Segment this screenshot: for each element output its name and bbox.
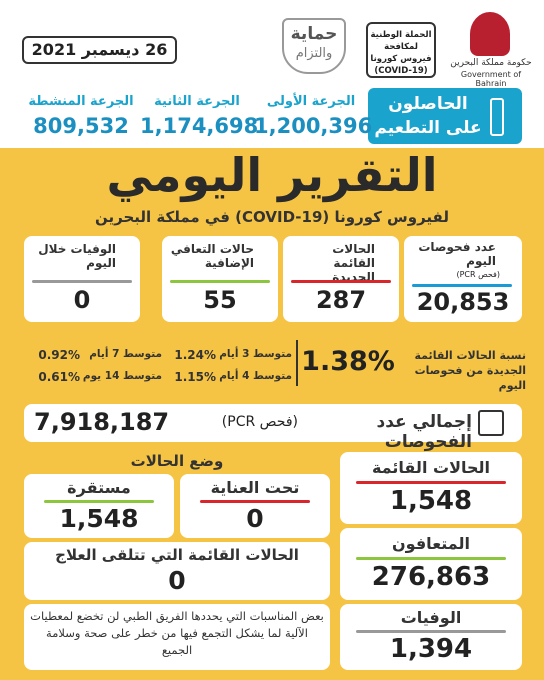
report-subtitle: لفيروس كورونا (COVID-19) في مملكة البحري… [95,208,449,226]
card-underline [170,280,270,283]
average-value: 1.15% [174,370,216,384]
divider [296,340,298,386]
cumulative-value: 276,863 [371,562,491,592]
campaign-badge: الحملة الوطنية لمكافحة فيروس كورونا (COV… [366,22,436,78]
cumulative-label: المتعافون [392,534,470,553]
ratio-value: 1.38% [301,346,395,377]
average-value: 0.61% [38,370,80,384]
card-underline [44,500,154,503]
report-date: 26 ديسمبر 2021 [22,36,177,64]
cumulative-label: الوفيات [400,608,462,627]
dose-label: الجرعة الثانية [154,94,240,109]
status-title: وضع الحالات [130,452,224,470]
status-value: 1,548 [59,504,139,533]
government-english: Government of Bahrain [460,70,522,88]
card [162,236,278,322]
status-card [24,474,174,538]
note-text: بعض المناسبات التي يحددها الفريق الطبي ل… [30,609,324,657]
total-tests-value: 7,918,187 [34,408,170,436]
cumulative-card [340,604,522,670]
card [283,236,399,322]
card-underline [412,284,512,287]
note-box [24,604,330,670]
card-underline [356,557,506,560]
shield-logo [282,18,346,74]
card-value: 20,853 [416,288,510,316]
treatment-value: 0 [168,566,186,595]
government-emblem [470,12,510,56]
vaccinated-title: الحاصلون على التطعيم [374,94,482,138]
card-value: 287 [315,286,367,314]
card-label: الحالات القائمة الجديدة [332,242,375,284]
card-underline [356,481,506,484]
cumulative-label: الحالات القائمة [371,458,491,477]
card [404,236,522,322]
cumulative-card [340,452,522,524]
status-value: 0 [246,504,264,533]
average-label: متوسط 3 أيام [219,348,292,360]
card-underline [32,280,132,283]
logo-word-1: حماية [290,24,338,44]
total-tests-note: (فحص PCR) [221,414,298,430]
average-label: متوسط 7 أيام [89,348,162,360]
average-label: متوسط 14 يوم [82,370,162,382]
government-arabic: حكومة مملكة البحرين [450,58,532,68]
average-label: متوسط 4 أيام [219,370,292,382]
status-card [180,474,330,538]
status-label: تحت العناية [210,478,300,497]
card-label: حالات التعافي الإضافية [170,242,254,270]
treatment-card [24,542,330,600]
dose-value: 809,532 [33,114,129,138]
card-underline [291,280,391,283]
report-title: التقرير اليومي [106,148,438,202]
syringe-icon [490,98,504,136]
dose-value: 1,174,698 [140,114,259,138]
cumulative-card [340,528,522,600]
treatment-label: الحالات القائمة التي تتلقى العلاج [55,546,299,564]
average-value: 0.92% [38,348,80,362]
card [24,236,140,322]
total-tests-bar [24,404,522,442]
card-value: 0 [73,286,91,314]
logo-word-2: والتزام [295,46,333,61]
card-label: الوفيات خلال اليوم [38,242,116,270]
total-tests-label: إجمالي عدد الفحوصات [376,412,472,452]
dose-label: الجرعة المنشطة [28,94,134,109]
card-label: عدد فحوصات اليوم [418,240,496,268]
cumulative-value: 1,548 [389,486,473,516]
card-note: (فحص PCR) [456,270,500,279]
average-value: 1.24% [174,348,216,362]
ratio-label: نسبة الحالات القائمة الجديدة من فحوصات ا… [414,349,526,392]
card-underline [200,500,310,503]
test-tube-icon [478,410,504,436]
dose-value: 1,200,396 [254,114,373,138]
cumulative-value: 1,394 [389,634,473,664]
status-label: مستقرة [67,478,131,497]
card-underline [356,630,506,633]
card-value: 55 [203,286,237,314]
dose-label: الجرعة الأولى [266,94,356,109]
